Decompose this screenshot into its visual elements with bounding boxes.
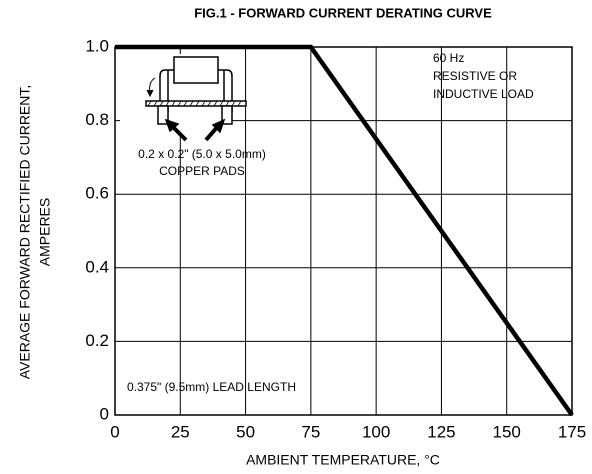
y-tick-label: 1.0 [85,36,109,55]
y-tick-label: 0 [100,404,109,423]
x-tick-label: 75 [301,422,320,441]
x-tick-label: 175 [558,422,586,441]
x-tick-label: 25 [171,422,190,441]
x-tick-label: 100 [362,422,390,441]
x-axis-label: AMBIENT TEMPERATURE, °C [246,452,440,468]
y-axis-label: AMPERES [37,198,53,266]
y-tick-label: 0.8 [85,110,109,129]
y-tick-label: 0.2 [85,331,109,350]
y-axis-label: AVERAGE FORWARD RECTIFIED CURRENT, [17,85,33,380]
y-tick-label: 0.4 [85,257,109,276]
x-tick-label: 125 [427,422,455,441]
annotation: RESISTIVE OR [433,69,517,83]
annotation: COPPER PADS [159,164,245,178]
x-tick-label: 50 [236,422,255,441]
x-tick-label: 0 [110,422,119,441]
component-diagram [120,54,247,142]
chart-title: FIG.1 - FORWARD CURRENT DERATING CURVE [194,5,492,20]
x-tick-label: 150 [493,422,521,441]
data-line [115,44,574,417]
annotation: 0.375" (9.5mm) LEAD LENGTH [127,380,296,394]
plot-frame [114,46,573,416]
annotation: 60 Hz [433,51,464,65]
annotation: 0.2 x 0.2" (5.0 x 5.0mm) [138,147,266,161]
annotation: INDUCTIVE LOAD [433,87,534,101]
y-tick-label: 0.6 [85,184,109,203]
